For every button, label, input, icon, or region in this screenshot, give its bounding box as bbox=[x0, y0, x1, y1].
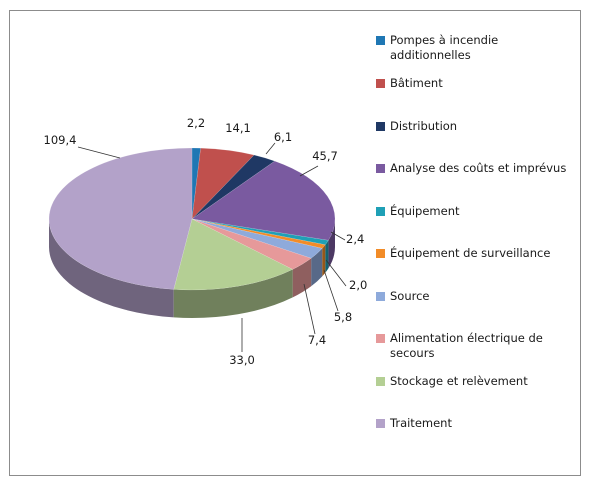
data-label: 7,4 bbox=[308, 333, 326, 347]
legend-swatch bbox=[376, 79, 385, 88]
legend-item: Source bbox=[376, 289, 570, 304]
pie-slice-8 bbox=[173, 218, 294, 291]
legend-item: Distribution bbox=[376, 119, 570, 134]
data-label: 2,4 bbox=[346, 232, 364, 246]
legend-swatch bbox=[376, 419, 385, 428]
leader-line bbox=[265, 142, 276, 155]
legend-swatch bbox=[376, 36, 385, 45]
data-labels: 2,2 14,1 6,1 45,7 2,4 2,0 5,8 7,4 33,0 109,4 bbox=[44, 116, 368, 367]
legend-label: Pompes à incendie additionnelles bbox=[390, 33, 499, 62]
leader-line bbox=[323, 269, 339, 312]
legend-label: Traitement bbox=[390, 416, 452, 430]
leader-lines bbox=[77, 142, 347, 352]
pie-slice-3 bbox=[191, 160, 336, 241]
pie-slice-5 bbox=[191, 218, 326, 249]
data-label: 6,1 bbox=[274, 130, 292, 144]
pie-side-7 bbox=[292, 258, 312, 298]
legend-item: Bâtiment bbox=[376, 76, 570, 91]
data-label: 2,0 bbox=[349, 278, 367, 292]
legend-label: Analyse des coûts et imprévus bbox=[390, 161, 567, 175]
legend-item: Équipement de surveillance bbox=[376, 246, 570, 261]
legend-label: Bâtiment bbox=[390, 76, 443, 90]
legend-label: Équipement bbox=[390, 204, 460, 218]
legend-item: Analyse des coûts et imprévus bbox=[376, 161, 570, 176]
legend-item: Stockage et relèvement bbox=[376, 374, 570, 389]
pie-side-6 bbox=[311, 248, 323, 287]
legend-label: Alimentation électrique de secours bbox=[390, 331, 543, 360]
pie-slice-7 bbox=[191, 218, 312, 270]
pie-side-3 bbox=[328, 219, 335, 269]
legend-label: Distribution bbox=[390, 119, 458, 133]
legend-item: Traitement bbox=[376, 416, 570, 431]
leader-line bbox=[77, 146, 121, 159]
pie-slice-1 bbox=[191, 147, 255, 220]
pie-side-8 bbox=[173, 269, 293, 318]
data-label: 14,1 bbox=[225, 121, 251, 135]
legend-swatch bbox=[376, 292, 385, 301]
legend-label: Stockage et relèvement bbox=[390, 374, 528, 388]
leader-line bbox=[325, 259, 347, 287]
leader-line bbox=[330, 231, 346, 241]
legend-swatch bbox=[376, 122, 385, 131]
data-label: 33,0 bbox=[229, 353, 255, 367]
pie-tops bbox=[48, 147, 336, 291]
pie-slice-9 bbox=[48, 147, 193, 290]
pie-sides bbox=[49, 219, 335, 318]
pie-side-4 bbox=[325, 240, 329, 273]
legend-item: Alimentation électrique de secours bbox=[376, 331, 570, 361]
legend-swatch bbox=[376, 164, 385, 173]
legend-label: Source bbox=[390, 289, 430, 303]
legend-item: Pompes à incendie additionnelles bbox=[376, 33, 570, 63]
pie-slice-6 bbox=[191, 218, 323, 259]
leader-line bbox=[303, 283, 316, 335]
data-label: 45,7 bbox=[312, 149, 338, 163]
pie-slice-0 bbox=[191, 147, 201, 220]
legend-swatch bbox=[376, 334, 385, 343]
data-label: 2,2 bbox=[187, 116, 205, 130]
pie-side-9 bbox=[49, 219, 174, 318]
data-label: 109,4 bbox=[44, 133, 77, 147]
data-label: 5,8 bbox=[334, 310, 352, 324]
pie-slice-4 bbox=[191, 218, 329, 246]
legend-item: Équipement bbox=[376, 204, 570, 219]
legend-swatch bbox=[376, 377, 385, 386]
legend-swatch bbox=[376, 249, 385, 258]
legend-swatch bbox=[376, 207, 385, 216]
leader-line bbox=[299, 165, 319, 177]
pie-side-5 bbox=[322, 244, 326, 277]
legend-label: Équipement de surveillance bbox=[390, 246, 551, 260]
pie-slice-2 bbox=[191, 154, 276, 220]
